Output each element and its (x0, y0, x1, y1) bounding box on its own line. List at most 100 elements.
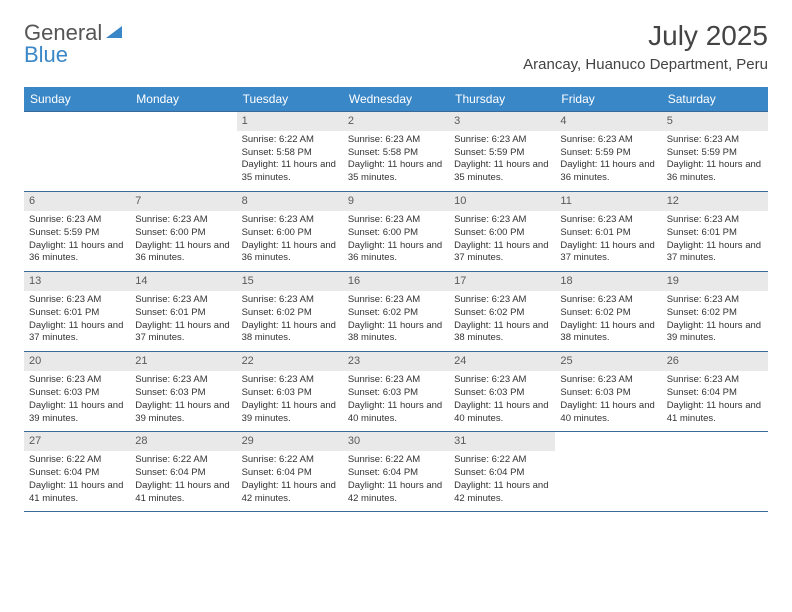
sunrise-line: Sunrise: 6:23 AM (348, 214, 420, 225)
sunrise-line: Sunrise: 6:22 AM (242, 134, 314, 145)
sunset-line: Sunset: 6:02 PM (242, 307, 312, 318)
day-number: 5 (662, 112, 768, 131)
day-number: 17 (449, 272, 555, 291)
day-number: 30 (343, 432, 449, 451)
day-number: 7 (130, 192, 236, 211)
calendar-cell: 4 Sunrise: 6:23 AM Sunset: 5:59 PMDaylight… (555, 112, 661, 192)
calendar-cell: 28Sunrise: 6:22 AMSunset: 6:04 PMDayligh… (130, 432, 236, 512)
calendar-cell: 17Sunrise: 6:23 AMSunset: 6:02 PMDayligh… (449, 272, 555, 352)
sunrise-line: Sunrise: 6:23 AM (242, 214, 314, 225)
daylight-line: Daylight: 11 hours and 41 minutes. (667, 400, 761, 424)
calendar-cell: 19Sunrise: 6:23 AMSunset: 6:02 PMDayligh… (662, 272, 768, 352)
logo-blue-line: Blue (24, 42, 68, 68)
sunrise-line: Sunrise: 6:23 AM (454, 374, 526, 385)
sunset-line: Sunset: 6:03 PM (242, 387, 312, 398)
day-number: 25 (555, 352, 661, 371)
calendar-cell: 11Sunrise: 6:23 AMSunset: 6:01 PMDayligh… (555, 192, 661, 272)
day-number: 10 (449, 192, 555, 211)
calendar-cell: 23Sunrise: 6:23 AMSunset: 6:03 PMDayligh… (343, 352, 449, 432)
day-number: 1 (237, 112, 343, 131)
day-details: Sunrise: 6:23 AMSunset: 6:02 PMDaylight:… (662, 291, 768, 351)
sunset-line: Sunset: 6:01 PM (29, 307, 99, 318)
sunrise-line: Sunrise: 6:23 AM (560, 294, 632, 305)
daylight-line: Daylight: 11 hours and 38 minutes. (560, 320, 654, 344)
day-number: 2 (343, 112, 449, 131)
sunset-line: Sunset: 6:00 PM (135, 227, 205, 238)
sunrise-line: Sunrise: 6:22 AM (29, 454, 101, 465)
calendar-cell: 22 Sunrise: 6:23 AM Sunset: 6:03 PM Dayligh… (237, 352, 343, 432)
daylight-line: Daylight: 11 hours and 37 minutes. (29, 320, 123, 344)
day-number: 3 (449, 112, 555, 131)
sunset-line: Sunset: 6:00 PM (348, 227, 418, 238)
sunset-line: Sunset: 6:03 PM (29, 387, 99, 398)
sunset-line: Sunset: 6:01 PM (560, 227, 630, 238)
sunrise-line: Sunrise: 6:22 AM (454, 454, 526, 465)
sunset-line: Sunset: 5:59 PM (454, 147, 524, 158)
daylight-line: Daylight: 11 hours and 39 minutes. (135, 400, 229, 424)
daylight-line: Daylight: 11 hours and 39 minutes. (242, 400, 336, 424)
sunrise-line: Sunrise: 6:23 AM (667, 134, 739, 145)
day-number: 4 (555, 112, 661, 131)
calendar-head: SundayMondayTuesdayWednesdayThursdayFrid… (24, 87, 768, 112)
weekday-header: Saturday (662, 87, 768, 112)
daylight-line: Daylight: 11 hours and 40 minutes. (348, 400, 442, 424)
day-details: Sunrise: 6:23 AM Sunset: 6:03 PM Daylight:… (237, 371, 343, 431)
sunrise-line: Sunrise: 6:23 AM (29, 294, 101, 305)
sunrise-line: Sunrise: 6:23 AM (667, 214, 739, 225)
title-block: July 2025 Arancay, Huanuco Department, P… (523, 20, 768, 73)
calendar-cell: 2Sunrise: 6:23 AMSunset: 5:58 PMDaylight… (343, 112, 449, 192)
day-details: Sunrise: 6:23 AMSunset: 6:01 PMDaylight:… (130, 291, 236, 351)
sunrise-line: Sunrise: 6:23 AM (560, 374, 632, 385)
daylight-line: Daylight: 11 hours and 36 minutes. (348, 240, 442, 264)
daylight-line: Daylight: 11 hours and 42 minutes. (348, 480, 442, 504)
sunset-line: Sunset: 6:01 PM (667, 227, 737, 238)
day-details: Sunrise: 6:22 AMSunset: 6:04 PMDaylight:… (130, 451, 236, 511)
sunset-line: Sunset: 6:02 PM (667, 307, 737, 318)
day-number: 23 (343, 352, 449, 371)
calendar-row: ....1Sunrise: 6:22 AMSunset: 5:58 PMDayl… (24, 112, 768, 192)
calendar-cell: 18Sunrise: 6:23 AMSunset: 6:02 PMDayligh… (555, 272, 661, 352)
daylight-line: Daylight: 11 hours and 35 minutes. (348, 159, 442, 183)
calendar-cell: .. (662, 432, 768, 512)
sunrise-line: Sunrise: 6:22 AM (135, 454, 207, 465)
day-number: 19 (662, 272, 768, 291)
day-details: Sunrise: 6:23 AMSunset: 6:02 PMDaylight:… (449, 291, 555, 351)
day-details: Sunrise: 6:23 AMSunset: 6:00 PMDaylight:… (237, 211, 343, 271)
calendar-cell: 16Sunrise: 6:23 AMSunset: 6:02 PMDayligh… (343, 272, 449, 352)
daylight-line: Daylight: 11 hours and 35 minutes. (242, 159, 336, 183)
location: Arancay, Huanuco Department, Peru (523, 56, 768, 73)
daylight-line: Daylight: 11 hours and 36 minutes. (242, 240, 336, 264)
calendar-body: ....1Sunrise: 6:22 AMSunset: 5:58 PMDayl… (24, 112, 768, 512)
day-number: 8 (237, 192, 343, 211)
sunset-line: Sunset: 6:01 PM (135, 307, 205, 318)
calendar-cell: 24Sunrise: 6:23 AMSunset: 6:03 PMDayligh… (449, 352, 555, 432)
day-details: Sunrise: 6:23 AMSunset: 6:03 PMDaylight:… (449, 371, 555, 431)
calendar-cell: 1 Sunrise: 6:22 AM Sunset: 5:58 PMDaylight… (237, 112, 343, 192)
calendar-cell: 12Sunrise: 6:23 AMSunset: 6:01 PMDayligh… (662, 192, 768, 272)
sunrise-line: Sunrise: 6:23 AM (29, 374, 101, 385)
sunrise-line: Sunrise: 6:23 AM (560, 134, 632, 145)
sunrise-line: Sunrise: 6:23 AM (242, 374, 314, 385)
day-details: Sunrise: 6:22 AM Sunset: 5:58 PMDaylight:… (237, 131, 343, 191)
daylight-line: Daylight: 11 hours and 36 minutes. (560, 159, 654, 183)
sunset-line: Sunset: 6:04 PM (242, 467, 312, 478)
sunrise-line: Sunrise: 6:23 AM (135, 294, 207, 305)
weekday-header: Monday (130, 87, 236, 112)
day-number: 14 (130, 272, 236, 291)
calendar-cell: 21Sunrise: 6:23 AMSunset: 6:03 PMDayligh… (130, 352, 236, 432)
day-number: 6 (24, 192, 130, 211)
weekday-header: Thursday (449, 87, 555, 112)
day-number: 24 (449, 352, 555, 371)
day-details: Sunrise: 6:23 AMSunset: 6:01 PMDaylight:… (555, 211, 661, 271)
sunset-line: Sunset: 5:58 PM (242, 147, 312, 158)
day-number: 27 (24, 432, 130, 451)
daylight-line: Daylight: 11 hours and 42 minutes. (454, 480, 548, 504)
sunset-line: Sunset: 5:59 PM (560, 147, 630, 158)
daylight-line: Daylight: 11 hours and 36 minutes. (135, 240, 229, 264)
sunrise-line: Sunrise: 6:23 AM (348, 294, 420, 305)
sunrise-line: Sunrise: 6:23 AM (560, 214, 632, 225)
day-details: Sunrise: 6:23 AMSunset: 5:59 PMDaylight:… (24, 211, 130, 271)
day-details: Sunrise: 6:22 AMSunset: 6:04 PMDaylight:… (24, 451, 130, 511)
daylight-line: Daylight: 11 hours and 39 minutes. (29, 400, 123, 424)
day-number: 22 (237, 352, 343, 371)
